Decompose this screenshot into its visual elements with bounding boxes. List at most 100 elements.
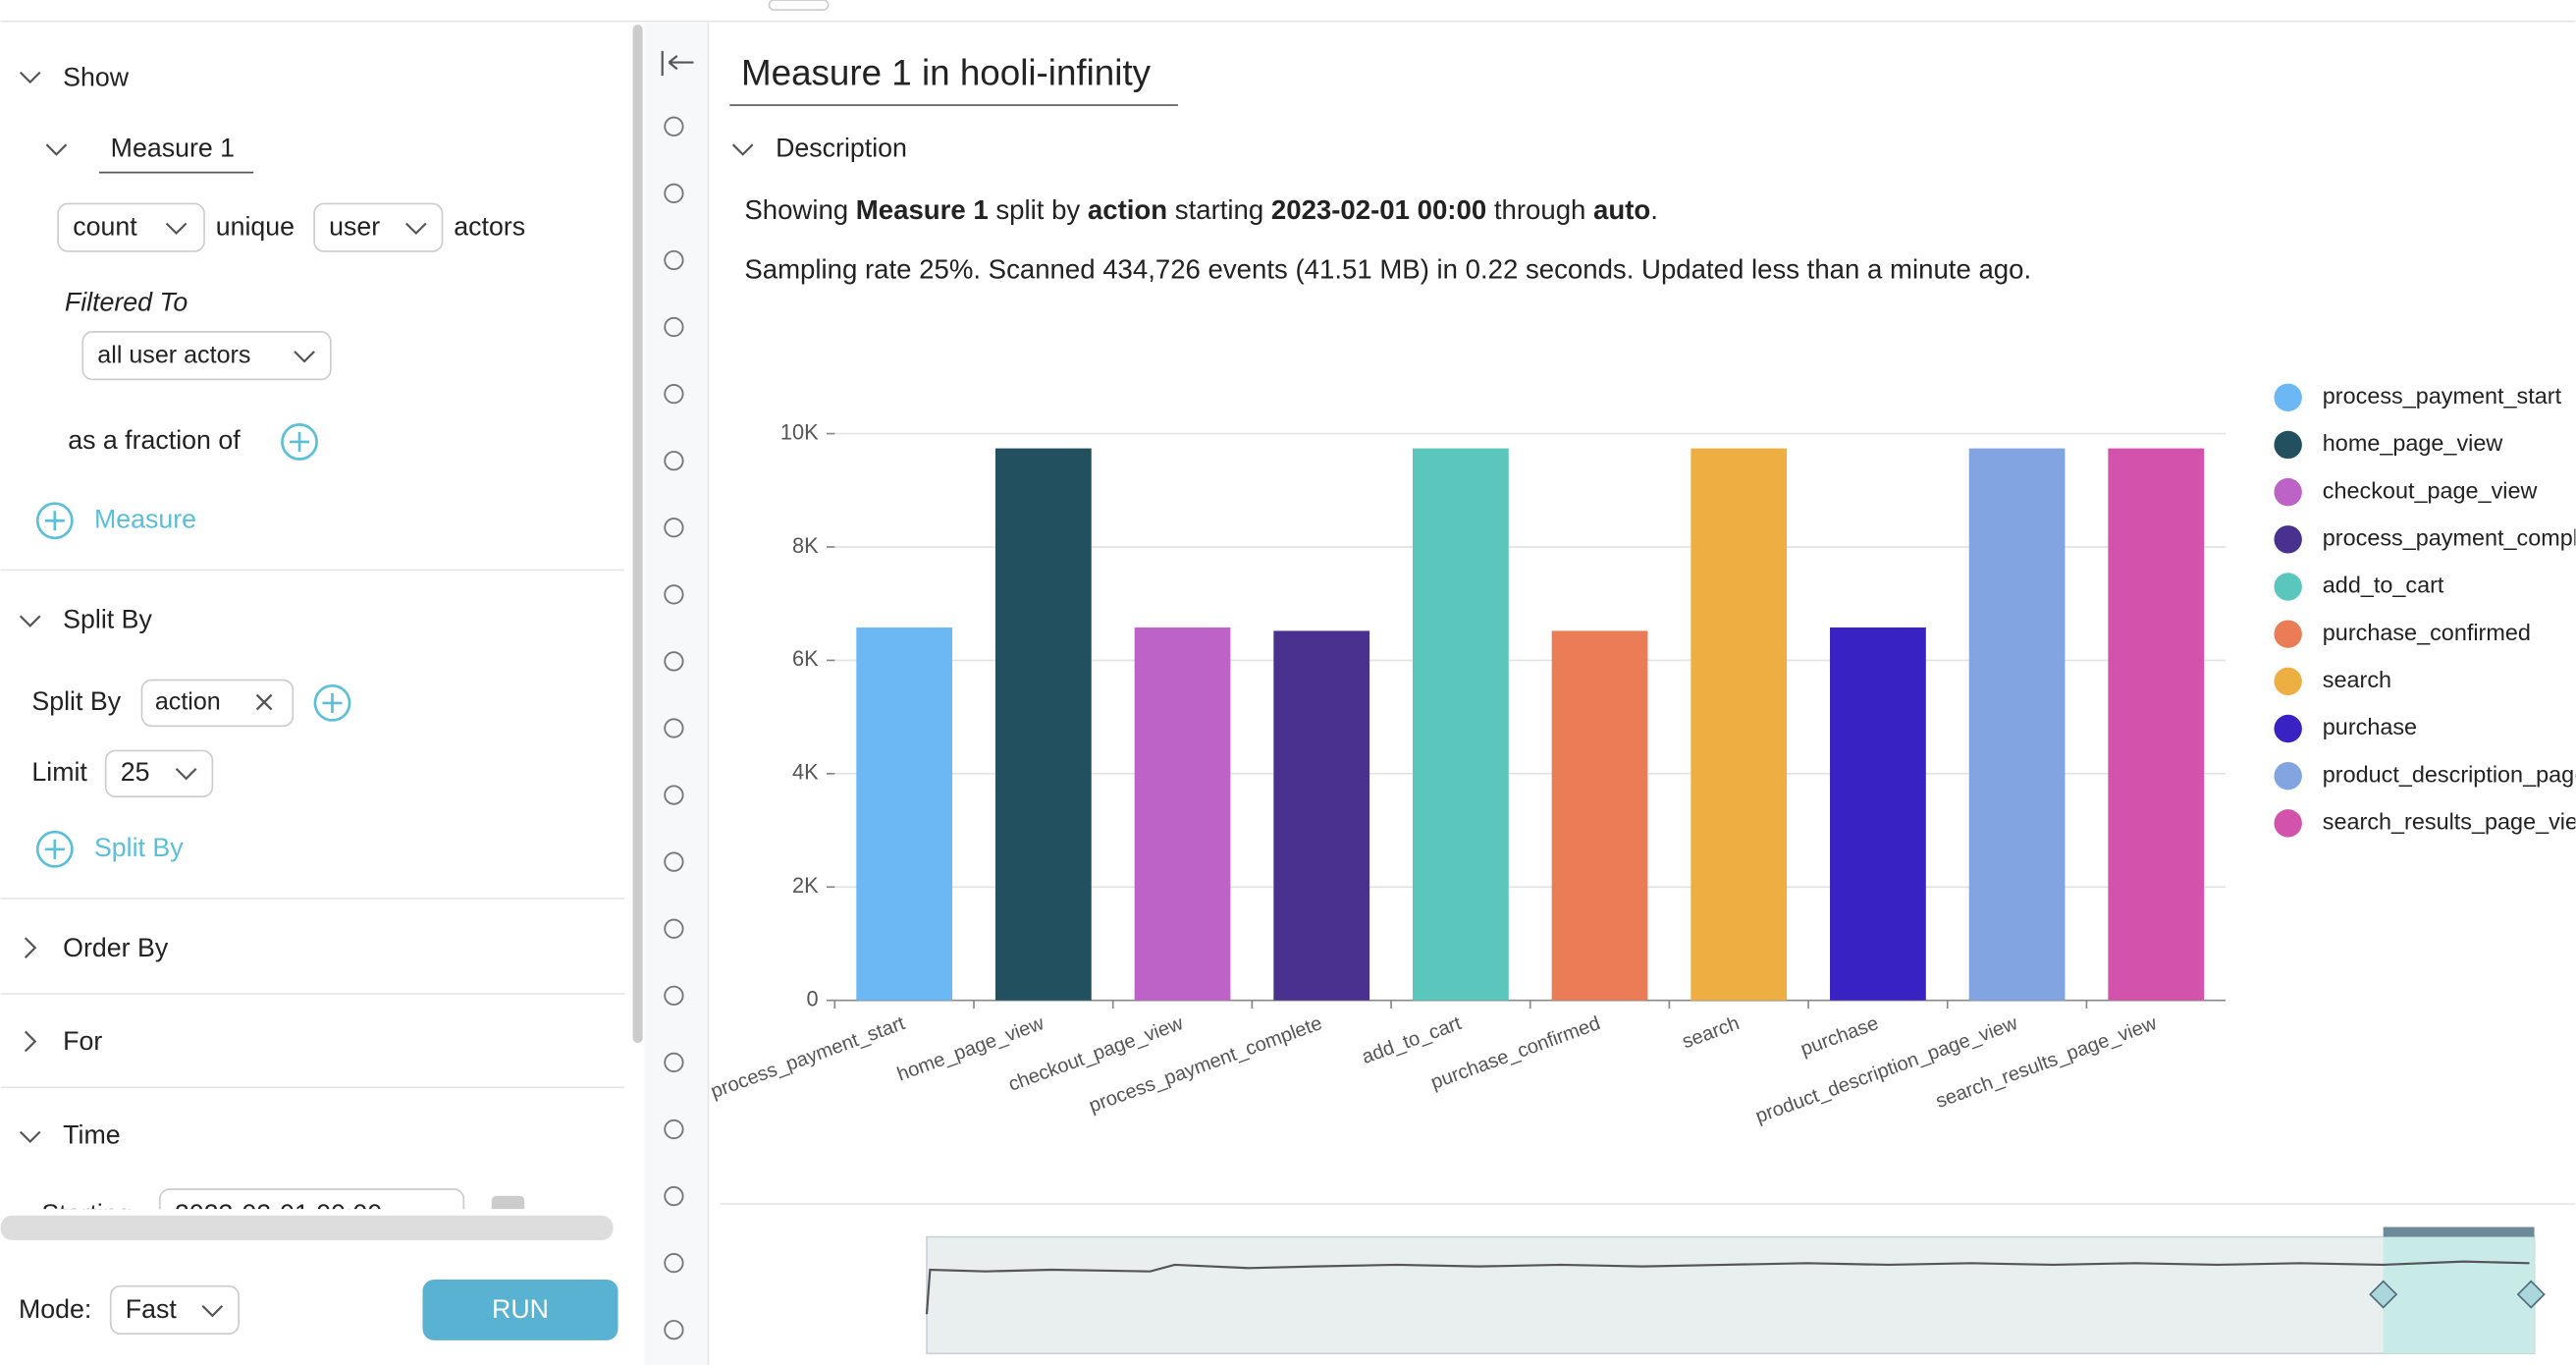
bar <box>1551 630 1648 1001</box>
section-show[interactable]: Show <box>63 62 130 91</box>
rail-icon <box>664 785 684 805</box>
bar <box>1830 627 1926 1001</box>
split-by-label: Split By <box>31 686 121 716</box>
legend-swatch <box>2274 714 2302 743</box>
legend-swatch <box>2274 573 2302 601</box>
bar <box>1134 627 1231 1001</box>
x-tick-label: search_results_page_view <box>1933 1012 2160 1113</box>
rail-icon <box>664 116 684 136</box>
rail-icon <box>664 1185 684 1207</box>
add-split-icon[interactable] <box>35 830 74 868</box>
y-tick-label: 6K <box>792 646 819 671</box>
start-date-select[interactable] <box>159 1188 465 1238</box>
rail-icon <box>664 451 684 471</box>
icon-rail <box>644 23 709 1365</box>
legend-label: home_page_view <box>2323 430 2503 456</box>
summary-part: starting <box>1175 194 1263 225</box>
page-title: Measure 1 in hooli-infinity <box>741 53 1152 93</box>
legend-swatch <box>2274 620 2302 648</box>
add-measure-icon[interactable] <box>35 502 74 540</box>
aggregate-select[interactable] <box>57 202 205 252</box>
add-split-inline[interactable] <box>313 684 351 722</box>
filtered-to: Filtered To <box>65 288 188 317</box>
rail-icon <box>664 985 684 1006</box>
limit-select[interactable] <box>104 749 214 798</box>
range-handles[interactable] <box>2369 1280 2546 1309</box>
summary: Showing Measure 1 split by action starti… <box>744 194 1658 225</box>
bar <box>856 627 953 1001</box>
add-split[interactable]: Split By <box>94 833 184 862</box>
legend-swatch <box>2274 667 2302 696</box>
stats: Sampling rate 25%. Scanned 434,726 event… <box>744 253 2031 284</box>
y-tick-label: 8K <box>792 533 819 558</box>
rail-icon <box>664 1320 684 1340</box>
description-toggle[interactable]: Description <box>776 133 907 162</box>
legend-swatch <box>2274 761 2302 791</box>
x-tick-label: search <box>1680 1012 1743 1053</box>
collapse-icon[interactable] <box>661 50 694 76</box>
legend-label: search <box>2323 667 2391 692</box>
legend-label: process_payment_complete <box>2323 524 2576 550</box>
chart: 0 2K 4K 6K 8K 10K process_payment_start home_pa… <box>710 383 2576 1127</box>
split-chip[interactable] <box>140 679 295 728</box>
split-field: action <box>155 688 221 716</box>
fraction-label: as a fraction of <box>68 425 241 455</box>
section-order-by[interactable]: Order By <box>63 933 169 962</box>
add-measure[interactable]: Measure <box>94 504 196 533</box>
legend-label: product_description_page_view <box>2323 761 2576 787</box>
legend-label: checkout_page_view <box>2323 477 2538 503</box>
summary-part: action <box>1088 194 1167 225</box>
limit: 25 <box>121 757 150 787</box>
y-tick-label: 10K <box>780 419 819 444</box>
rail-icon <box>664 1119 684 1140</box>
start-date: 2023-02-01 00:00 <box>175 1199 382 1228</box>
top-handle <box>768 0 830 11</box>
bar <box>1273 630 1370 1001</box>
mode-select[interactable] <box>109 1284 240 1336</box>
bar <box>994 448 1092 1001</box>
legend-label: purchase_confirmed <box>2323 620 2531 645</box>
actors-label: actors <box>454 212 525 242</box>
summary-part: through <box>1494 194 1586 225</box>
calendar-icon[interactable] <box>491 1195 525 1226</box>
actor-select[interactable] <box>313 202 444 252</box>
y-tick-label: 2K <box>792 873 819 898</box>
rail-icon <box>664 1052 684 1073</box>
y-tick-label: 4K <box>792 760 819 785</box>
main: Measure 1 in hooli-infinity Description … <box>710 53 2576 1355</box>
v-scrollbar[interactable] <box>632 25 643 1044</box>
rail-icon <box>664 183 684 203</box>
rail-icon <box>664 518 684 538</box>
section-split-by[interactable]: Split By <box>63 604 152 633</box>
run-button[interactable] <box>422 1280 618 1340</box>
x-tick-label: add_to_cart <box>1359 1012 1464 1068</box>
x-tick-label: product_description_page_view <box>1752 1012 2020 1127</box>
legend-swatch <box>2274 383 2302 412</box>
rail-icon <box>664 584 684 605</box>
h-scrollbar[interactable] <box>0 1215 614 1240</box>
aggregate: count <box>73 212 137 242</box>
summary-part: Showing <box>744 194 848 225</box>
mode-label: Mode: <box>19 1294 91 1324</box>
measure-name[interactable]: Measure 1 <box>111 133 235 162</box>
rail-icon <box>664 718 684 738</box>
section-for[interactable]: For <box>63 1026 102 1056</box>
x-tick-label: purchase <box>1798 1012 1881 1061</box>
summary-part: 2023-02-01 00:00 <box>1271 194 1486 225</box>
summary-part: split by <box>995 194 1080 225</box>
x-tick-label: process_payment_complete <box>1086 1012 1324 1117</box>
legend-label: process_payment_start <box>2323 383 2562 409</box>
run-label: RUN <box>492 1294 549 1324</box>
rail-icon <box>664 918 684 939</box>
sidebar: Show Measure 1 count unique user actors … <box>0 62 625 1238</box>
legend-swatch <box>2274 430 2302 460</box>
mode: Fast <box>126 1294 178 1324</box>
add-fraction[interactable] <box>281 423 318 461</box>
legend-swatch <box>2274 525 2302 554</box>
filter-select[interactable] <box>81 331 332 381</box>
rail-icons <box>664 116 684 1340</box>
summary-part: Measure 1 <box>856 194 989 225</box>
section-time[interactable]: Time <box>63 1120 120 1150</box>
